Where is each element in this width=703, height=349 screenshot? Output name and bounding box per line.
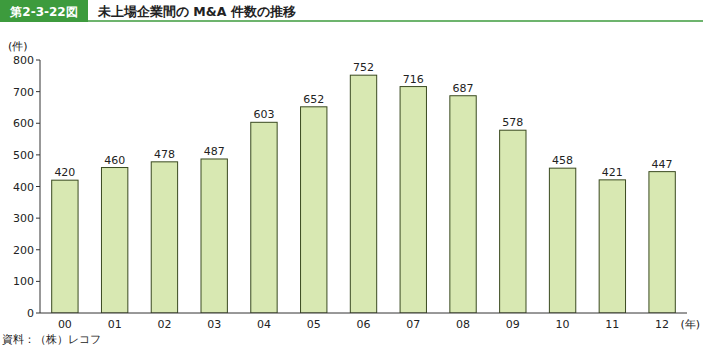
x-tick-label: 08 bbox=[456, 318, 470, 331]
data-label: 716 bbox=[403, 73, 424, 86]
y-tick-label: 100 bbox=[13, 275, 34, 288]
data-label: 603 bbox=[253, 108, 274, 121]
data-label: 487 bbox=[204, 145, 225, 158]
y-tick-label: 800 bbox=[13, 54, 34, 67]
header-rule bbox=[0, 20, 703, 22]
figure-label: 第2-3-22図 bbox=[9, 5, 77, 19]
y-tick bbox=[36, 218, 40, 219]
source: 資料：（株）レコフ bbox=[2, 333, 101, 345]
y-tick-label: 400 bbox=[13, 181, 34, 194]
x-tick-label: 11 bbox=[605, 318, 619, 331]
x-tick-label: 07 bbox=[406, 318, 420, 331]
x-tick-label: 10 bbox=[556, 318, 570, 331]
bar bbox=[549, 168, 575, 313]
y-tick-label: 300 bbox=[13, 212, 34, 225]
title: 未上場企業間の M&A 件数の推移 bbox=[97, 4, 296, 19]
y-tick-label: 0 bbox=[27, 307, 34, 320]
x-axis-label: (年) bbox=[680, 318, 700, 331]
data-label: 687 bbox=[453, 82, 474, 95]
data-label: 420 bbox=[54, 166, 75, 179]
data-label: 460 bbox=[104, 154, 125, 167]
bar bbox=[201, 159, 227, 313]
x-tick-label: 00 bbox=[58, 318, 72, 331]
bar bbox=[649, 172, 675, 313]
bar bbox=[251, 122, 277, 313]
figure-label-box bbox=[0, 0, 88, 22]
data-label: 652 bbox=[303, 93, 324, 106]
x-tick-label: 04 bbox=[257, 318, 271, 331]
y-tick bbox=[36, 123, 40, 124]
bar bbox=[350, 75, 376, 313]
background bbox=[0, 0, 703, 349]
x-tick-label: 02 bbox=[157, 318, 171, 331]
y-tick-label: 600 bbox=[13, 117, 34, 130]
y-tick bbox=[36, 154, 40, 155]
bar bbox=[52, 180, 78, 313]
y-tick bbox=[36, 91, 40, 92]
x-tick-label: 05 bbox=[307, 318, 321, 331]
y-tick bbox=[36, 313, 40, 314]
y-axis bbox=[40, 60, 41, 313]
chart: 第2-3-22図未上場企業間の M&A 件数の推移010020030040050… bbox=[0, 0, 703, 349]
x-tick-label: 12 bbox=[655, 318, 669, 331]
x-tick-label: 06 bbox=[357, 318, 371, 331]
y-tick bbox=[36, 249, 40, 250]
x-axis bbox=[40, 313, 687, 314]
y-tick-label: 500 bbox=[13, 149, 34, 162]
y-tick bbox=[36, 186, 40, 187]
y-tick-label: 200 bbox=[13, 244, 34, 257]
bar bbox=[500, 130, 526, 313]
bar bbox=[599, 180, 625, 313]
bar bbox=[450, 96, 476, 313]
data-label: 578 bbox=[502, 116, 523, 129]
x-tick-label: 03 bbox=[207, 318, 221, 331]
bar bbox=[301, 107, 327, 313]
y-tick bbox=[36, 281, 40, 282]
y-axis-label: (件) bbox=[8, 40, 28, 53]
x-tick-label: 01 bbox=[108, 318, 122, 331]
data-label: 447 bbox=[652, 158, 673, 171]
data-label: 752 bbox=[353, 61, 374, 74]
bars bbox=[52, 75, 676, 313]
data-label: 458 bbox=[552, 154, 573, 167]
x-tick-label: 09 bbox=[506, 318, 520, 331]
y-tick-label: 700 bbox=[13, 86, 34, 99]
data-label: 478 bbox=[154, 148, 175, 161]
bar bbox=[101, 168, 127, 313]
data-label: 421 bbox=[602, 166, 623, 179]
bar bbox=[151, 162, 177, 313]
bar bbox=[400, 87, 426, 313]
y-tick bbox=[36, 60, 40, 61]
